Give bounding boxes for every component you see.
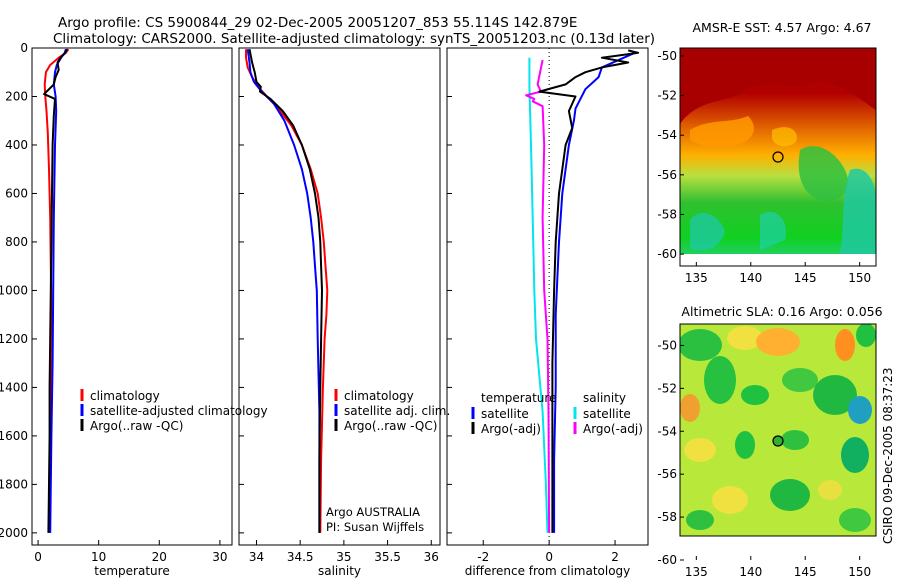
temp-y-tick-label: 0 bbox=[20, 41, 28, 55]
diff-x-tick-label: 2 bbox=[611, 550, 619, 564]
timestamp-side-label: CSIRO 09-Dec-2005 08:37:23 bbox=[881, 367, 895, 544]
diff-legend-label: satellite bbox=[583, 407, 631, 421]
sal-x-tick-label: 34 bbox=[249, 550, 264, 564]
temp-y-tick-label: 1400 bbox=[0, 380, 28, 394]
temp-x-axis-label: temperature bbox=[94, 564, 169, 578]
temp-x-tick-label: 30 bbox=[212, 550, 227, 564]
sla-x-tick-label: 140 bbox=[739, 565, 762, 579]
sal-axes-frame bbox=[238, 47, 441, 546]
temp-y-tick-label: 1800 bbox=[0, 477, 28, 491]
temp-y-tick-label: 600 bbox=[5, 186, 28, 200]
sst-x-tick-label: 150 bbox=[848, 271, 871, 285]
sal-series-red-line bbox=[245, 49, 329, 533]
temp-legend-label: satellite-adjusted climatology bbox=[90, 404, 268, 418]
diff-series-cyan-line bbox=[528, 57, 549, 533]
sla-map-title: Altimetric SLA: 0.16 Argo: 0.056 bbox=[681, 304, 882, 319]
diff-x-axis-label: difference from climatology bbox=[465, 564, 631, 578]
sla-x-tick-label: 150 bbox=[848, 565, 871, 579]
temp-y-tick-label: 1200 bbox=[0, 332, 28, 346]
sst-x-tick-label: 145 bbox=[794, 271, 817, 285]
sst-heatmap bbox=[680, 48, 876, 254]
figure-title-line1: Argo profile: CS 5900844_29 02-Dec-2005 … bbox=[58, 15, 577, 31]
diff-axes-frame bbox=[446, 47, 649, 546]
sla-map-frame bbox=[679, 323, 877, 537]
sst-y-tick-label: -54 bbox=[657, 128, 677, 142]
temp-y-tick-label: 2000 bbox=[0, 526, 28, 540]
diff-legend-heading-salinity: salinity bbox=[583, 391, 626, 405]
credit-line2: PI: Susan Wijffels bbox=[326, 520, 424, 534]
sst-x-tick-label: 135 bbox=[685, 271, 708, 285]
diff-x-tick-label: 0 bbox=[545, 550, 553, 564]
sal-x-tick-label: 35 bbox=[336, 550, 351, 564]
diff-legend-label: Argo(-adj) bbox=[481, 422, 541, 436]
temp-y-tick-label: 200 bbox=[5, 89, 28, 103]
diff-series-black-line bbox=[538, 49, 640, 533]
sla-x-tick-label: 135 bbox=[685, 565, 708, 579]
sal-legend-label: climatology bbox=[344, 389, 414, 403]
sal-legend-label: satellite adj. clim. bbox=[344, 404, 450, 418]
sal-x-tick-label: 36 bbox=[424, 550, 439, 564]
temp-y-tick-label: 1600 bbox=[0, 429, 28, 443]
sst-y-tick-label: -58 bbox=[657, 207, 677, 221]
sla-argo-marker bbox=[772, 435, 784, 447]
sla-x-tick-label: 145 bbox=[794, 565, 817, 579]
temp-y-tick-label: 1000 bbox=[0, 283, 28, 297]
diff-legend-heading-temperature: temperature bbox=[481, 391, 556, 405]
sla-heatmap bbox=[680, 324, 876, 536]
sla-y-tick-label: -60 bbox=[657, 553, 677, 567]
salinity-panel: 34 34.5 35 35.5 36 salinity climatologysatelli… bbox=[238, 47, 450, 578]
sla-y-tick-label: -56 bbox=[657, 467, 677, 481]
diff-legend-label: satellite bbox=[481, 407, 529, 421]
sst-y-tick-label: -52 bbox=[657, 89, 677, 103]
temp-x-tick-label: 0 bbox=[34, 550, 42, 564]
temp-series-red-line bbox=[43, 48, 70, 533]
temp-x-tick-label: 10 bbox=[91, 550, 106, 564]
temp-series-black-line bbox=[43, 48, 69, 533]
sla-y-tick-label: -54 bbox=[657, 424, 677, 438]
sla-y-tick-label: -50 bbox=[657, 338, 677, 352]
credit-line1: Argo AUSTRALIA bbox=[326, 505, 420, 519]
temp-legend-label: Argo(..raw -QC) bbox=[90, 419, 183, 433]
diff-x-tick-label: -2 bbox=[477, 550, 489, 564]
sla-y-tick-label: -58 bbox=[657, 510, 677, 524]
sst-y-tick-label: -60 bbox=[657, 247, 677, 261]
sal-x-axis-label: salinity bbox=[318, 564, 361, 578]
sst-map-frame bbox=[679, 47, 877, 267]
sal-series-black-line bbox=[248, 49, 323, 533]
sla-map-panel: Altimetric SLA: 0.16 Argo: 0.056 bbox=[657, 304, 882, 579]
temperature-panel: 0 10 20 30 0 200 400 600 800 1000 1200 1400 1600 1800… bbox=[0, 41, 268, 578]
sst-argo-marker bbox=[772, 151, 784, 163]
sst-map-title: AMSR-E SST: 4.57 Argo: 4.67 bbox=[692, 20, 871, 35]
temp-legend-label: climatology bbox=[90, 389, 160, 403]
sal-series-blue-line bbox=[246, 49, 321, 533]
sst-map-panel: AMSR-E SST: 4.57 Argo: 4.67 bbox=[657, 20, 877, 285]
temp-series-blue-line bbox=[49, 48, 67, 533]
temp-axes-frame bbox=[31, 47, 233, 546]
sst-y-tick-label: -50 bbox=[657, 49, 677, 63]
sal-legend-label: Argo(..raw -QC) bbox=[344, 419, 437, 433]
sal-x-tick-label: 35.5 bbox=[374, 550, 401, 564]
diff-legend-label: Argo(-adj) bbox=[583, 422, 643, 436]
figure-title-line2: Climatology: CARS2000. Satellite-adjuste… bbox=[53, 31, 655, 47]
sst-x-tick-label: 140 bbox=[739, 271, 762, 285]
diff-series-blue-line bbox=[553, 51, 636, 533]
sal-x-tick-label: 34.5 bbox=[287, 550, 314, 564]
temp-y-tick-label: 400 bbox=[5, 138, 28, 152]
sla-y-tick-label: -52 bbox=[657, 381, 677, 395]
sst-y-tick-label: -56 bbox=[657, 168, 677, 182]
temp-x-tick-label: 20 bbox=[152, 550, 167, 564]
temp-y-tick-label: 800 bbox=[5, 235, 28, 249]
